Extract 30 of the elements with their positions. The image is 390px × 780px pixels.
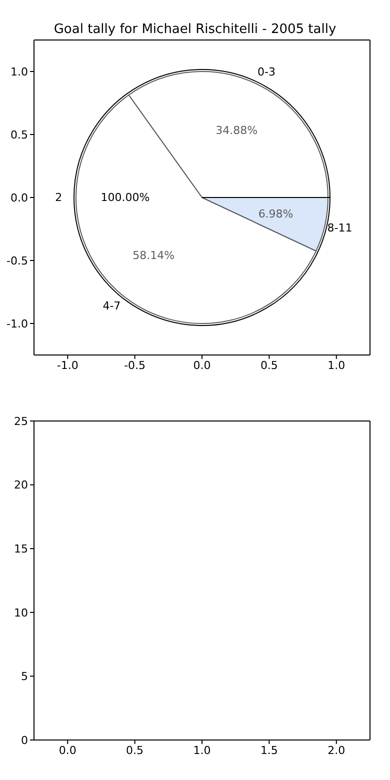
y-tick-label: 0 [21,734,28,747]
x-tick-label: 0.5 [126,744,144,757]
x-tick-label: -1.0 [56,358,78,372]
slice-label: 4-7 [102,299,121,312]
y-tick-label: 0.0 [10,191,28,204]
y-tick-label: 5 [21,670,28,684]
data-label: 100.00% [100,191,150,204]
y-tick-label: -1.0 [6,317,28,330]
x-tick-label: 2.0 [328,744,346,757]
x-tick-label: 1.0 [328,358,346,372]
x-tick-label: 0.5 [260,358,278,372]
y-tick-label: 10 [14,606,28,620]
slice-label: 2 [55,191,62,204]
x-tick-label: 1.0 [193,744,211,757]
x-tick-label: 1.5 [260,744,278,757]
slice-label: 8-11 [327,222,352,235]
y-tick-label: -0.5 [6,254,28,268]
data-label: 6.98% [258,207,294,220]
y-tick-label: 25 [14,414,28,428]
slice-label: 0-3 [258,66,276,79]
y-tick-label: 15 [14,542,28,556]
y-tick-label: 20 [14,478,28,492]
chart-title: Goal tally for Michael Rischitelli - 2005 tally [52,22,338,37]
y-tick-label: 1.0 [10,65,28,78]
y-tick-label: 0.5 [10,128,28,142]
data-label: 34.88% [216,124,258,137]
x-tick-label: 0.0 [58,744,76,757]
x-tick-label: -0.5 [124,358,146,372]
data-label: 58.14% [132,249,175,262]
x-tick-label: 0.0 [193,358,211,372]
